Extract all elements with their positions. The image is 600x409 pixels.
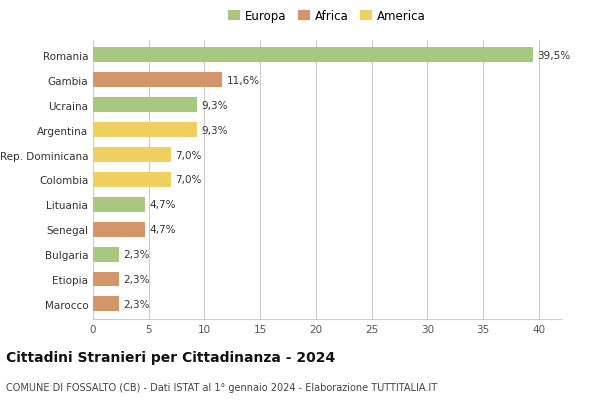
- Bar: [93, 297, 119, 312]
- Bar: [93, 98, 197, 113]
- Text: 4,7%: 4,7%: [150, 225, 176, 235]
- Legend: Europa, Africa, America: Europa, Africa, America: [224, 5, 430, 27]
- Text: 7,0%: 7,0%: [175, 175, 202, 185]
- Text: Cittadini Stranieri per Cittadinanza - 2024: Cittadini Stranieri per Cittadinanza - 2…: [6, 350, 335, 364]
- Text: 9,3%: 9,3%: [201, 101, 227, 110]
- Bar: [93, 247, 119, 262]
- Text: 7,0%: 7,0%: [175, 150, 202, 160]
- Text: 2,3%: 2,3%: [123, 249, 149, 259]
- Text: 39,5%: 39,5%: [538, 51, 571, 61]
- Bar: [93, 197, 145, 212]
- Text: 9,3%: 9,3%: [201, 125, 227, 135]
- Bar: [93, 272, 119, 287]
- Bar: [93, 148, 171, 162]
- Text: 2,3%: 2,3%: [123, 274, 149, 284]
- Text: 11,6%: 11,6%: [227, 76, 260, 85]
- Text: 2,3%: 2,3%: [123, 299, 149, 309]
- Bar: [93, 222, 145, 237]
- Text: 4,7%: 4,7%: [150, 200, 176, 210]
- Bar: [93, 173, 171, 187]
- Bar: [93, 48, 533, 63]
- Text: COMUNE DI FOSSALTO (CB) - Dati ISTAT al 1° gennaio 2024 - Elaborazione TUTTITALI: COMUNE DI FOSSALTO (CB) - Dati ISTAT al …: [6, 382, 437, 392]
- Bar: [93, 123, 197, 138]
- Bar: [93, 73, 222, 88]
